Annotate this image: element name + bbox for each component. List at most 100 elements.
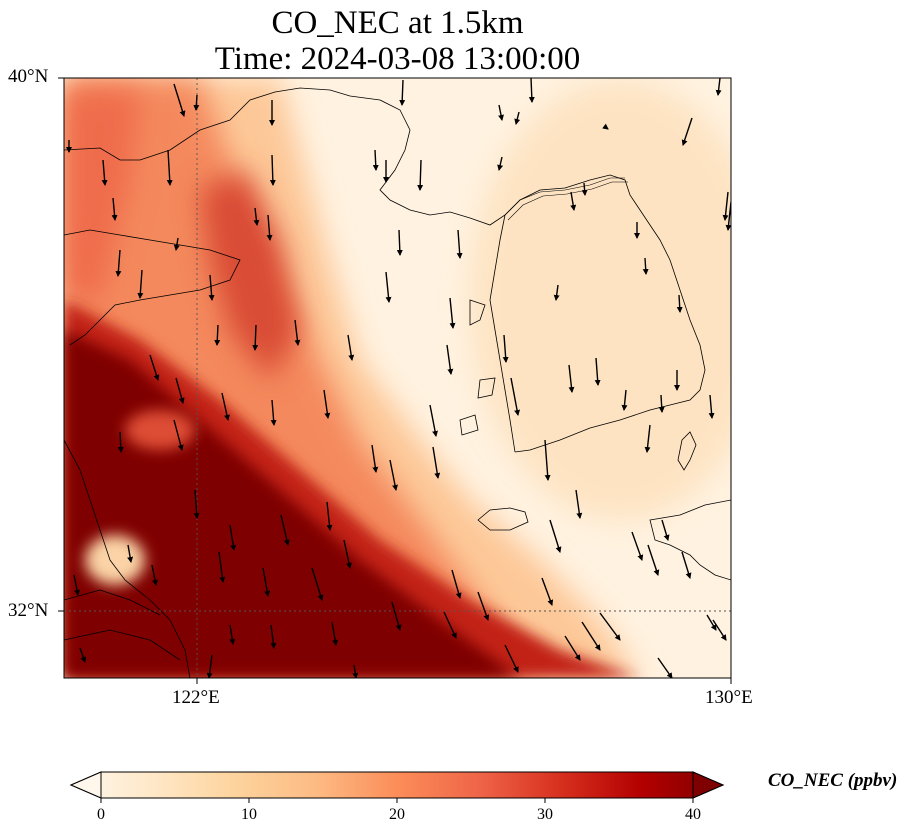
wind-arrow xyxy=(621,389,628,411)
wind-arrow xyxy=(266,214,273,241)
wind-arrow xyxy=(642,257,649,275)
wind-arrow xyxy=(270,399,277,426)
wind-arrow xyxy=(417,159,424,191)
wind-arrow xyxy=(173,83,186,117)
wind-arrow xyxy=(117,431,124,453)
wind-arrow xyxy=(661,519,670,541)
wind-arrow xyxy=(385,271,392,303)
colorbar-tick-label: 0 xyxy=(97,806,105,823)
wind-arrow xyxy=(173,419,184,451)
wind-arrow xyxy=(262,567,271,597)
wind-arrow xyxy=(681,117,693,146)
wind-arrow xyxy=(432,446,441,479)
colorbar-extend-low xyxy=(69,771,102,799)
wind-arrow xyxy=(229,624,236,645)
colorbar-tick-label: 40 xyxy=(685,806,701,823)
wind-arrow xyxy=(681,551,692,579)
map-frame xyxy=(63,77,732,679)
wind-arrow xyxy=(166,149,173,186)
co-concentration-map xyxy=(58,77,732,684)
wind-arrow xyxy=(657,657,673,678)
wind-arrow xyxy=(115,249,122,277)
wind-arrow xyxy=(477,591,490,621)
wind-arrow xyxy=(514,111,521,125)
lat-tick-label-40: 40°N xyxy=(8,66,49,87)
wind-arrow xyxy=(218,551,226,583)
wind-arrow xyxy=(73,574,80,596)
wind-vectors xyxy=(66,78,731,678)
wind-arrow xyxy=(173,237,180,251)
wind-arrow xyxy=(331,621,339,646)
wind-arrow xyxy=(676,294,683,313)
wind-arrow xyxy=(451,569,462,599)
wind-arrow xyxy=(429,404,438,437)
wind-arrow xyxy=(252,324,259,351)
wind-arrow xyxy=(647,544,660,576)
wind-arrow xyxy=(446,344,454,375)
wind-arrow xyxy=(389,459,398,491)
wind-arrow xyxy=(631,531,644,561)
wind-arrow xyxy=(443,611,457,639)
wind-arrow xyxy=(706,614,717,631)
lon-tick-label-122: 122°E xyxy=(172,687,220,708)
wind-arrow xyxy=(541,577,554,606)
colorbar-label: CO_NEC (ppbv) xyxy=(768,770,898,791)
wind-arrow xyxy=(391,601,402,631)
wind-arrow xyxy=(323,389,331,419)
wind-arrow xyxy=(175,377,185,404)
wind-arrow xyxy=(722,191,729,221)
lat-tick-label-32: 32°N xyxy=(8,600,49,621)
wind-arrow xyxy=(137,269,144,299)
wind-arrow xyxy=(544,439,551,481)
wind-arrow xyxy=(371,444,379,473)
wind-arrow xyxy=(149,354,160,381)
wind-arrow xyxy=(79,647,87,663)
wind-arrow xyxy=(372,149,379,171)
wind-arrow xyxy=(715,78,722,96)
colorbar-tick-label: 20 xyxy=(389,806,405,823)
wind-arrow xyxy=(528,78,535,103)
wind-arrow xyxy=(449,297,456,329)
wind-arrow xyxy=(352,664,359,678)
wind-arrow xyxy=(510,377,521,416)
wind-arrow xyxy=(193,94,200,111)
wind-arrow xyxy=(214,324,221,346)
wind-arrow xyxy=(497,156,504,171)
wind-arrow xyxy=(575,489,583,519)
wind-arrow xyxy=(347,334,355,361)
wind-arrow xyxy=(712,619,727,641)
map-title-line2: Time: 2024-03-08 13:00:00 xyxy=(214,41,581,77)
wind-arrow xyxy=(399,79,406,106)
wind-arrow xyxy=(270,624,277,649)
wind-arrow xyxy=(594,357,601,386)
wind-arrow xyxy=(280,514,290,546)
gridlines xyxy=(64,78,731,678)
wind-arrow xyxy=(581,621,601,651)
wind-arrow xyxy=(269,154,276,186)
colorbar-tick-label: 10 xyxy=(241,806,257,823)
concentration-field xyxy=(64,78,731,678)
wind-arrow xyxy=(208,274,215,301)
wind-arrow xyxy=(151,564,158,586)
wind-arrow xyxy=(644,424,651,453)
wind-arrow xyxy=(549,519,562,553)
coastlines xyxy=(64,87,731,678)
wind-arrow xyxy=(553,284,560,301)
wind-arrow xyxy=(396,229,403,256)
wind-arrow xyxy=(294,319,301,346)
wind-arrow xyxy=(253,207,260,226)
colorbar-tick-label: 30 xyxy=(537,806,553,823)
wind-arrow xyxy=(326,501,333,531)
colorbar-extend-high xyxy=(692,771,725,799)
wind-arrow xyxy=(599,612,621,641)
lon-tick-label-130: 130°E xyxy=(705,687,753,708)
wind-arrow xyxy=(111,197,118,221)
wind-arrow xyxy=(206,654,213,678)
wind-arrow xyxy=(311,567,324,601)
wind-arrow xyxy=(581,182,588,196)
wind-arrow xyxy=(504,644,519,673)
colorbar-bar xyxy=(69,771,725,799)
wind-arrow xyxy=(127,544,134,563)
wind-arrow xyxy=(498,104,504,121)
wind-arrow xyxy=(502,334,509,363)
